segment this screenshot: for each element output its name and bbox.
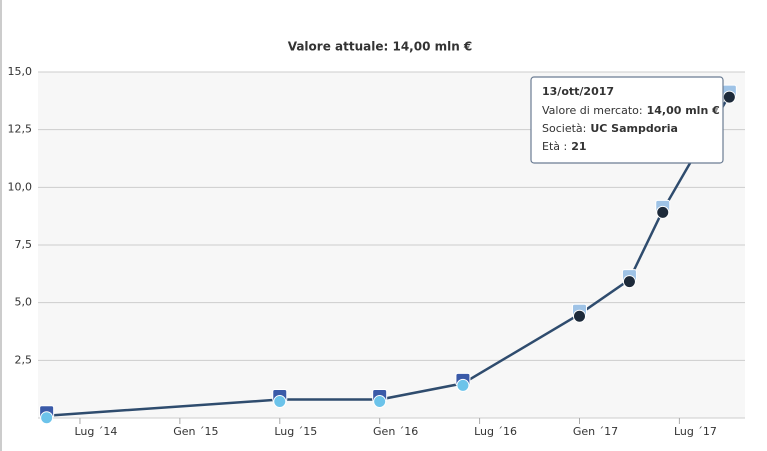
club-marker bbox=[571, 303, 587, 323]
club-marker bbox=[655, 199, 671, 219]
marker-ball bbox=[40, 411, 54, 425]
tooltip-label: Società: bbox=[542, 122, 586, 135]
tooltip-row: Società: UC Sampdoria bbox=[542, 122, 678, 135]
marker-ball bbox=[622, 275, 636, 289]
chart-title: Valore attuale: 14,00 mln € bbox=[288, 40, 473, 54]
y-tick-label: 10,0 bbox=[8, 180, 33, 193]
x-tick-label: Gen ´15 bbox=[173, 425, 218, 438]
tooltip-value: 21 bbox=[571, 140, 586, 153]
tooltip-box bbox=[530, 76, 724, 164]
tooltip-label: 13/ott/2017 bbox=[542, 85, 614, 98]
marker-ball bbox=[373, 395, 387, 409]
club-marker bbox=[272, 389, 288, 409]
marker-ball bbox=[722, 90, 736, 104]
tooltip-label: Valore di mercato: bbox=[542, 104, 643, 117]
tooltip: 13/ott/2017 Valore di mercato: 14,00 mln €… bbox=[530, 76, 724, 164]
y-tick-label: 2,5 bbox=[15, 353, 33, 366]
club-marker bbox=[39, 405, 55, 425]
tooltip-row: 13/ott/2017 bbox=[542, 85, 614, 98]
x-tick-label: Gen ´16 bbox=[373, 425, 418, 438]
marker-ball bbox=[656, 205, 670, 219]
y-tick-label: 7,5 bbox=[15, 238, 33, 251]
club-marker bbox=[621, 269, 637, 289]
tooltip-value: UC Sampdoria bbox=[590, 122, 678, 135]
club-marker bbox=[455, 372, 471, 392]
marker-ball bbox=[572, 309, 586, 323]
club-marker bbox=[721, 84, 737, 104]
x-tick-label: Lug ´14 bbox=[75, 425, 118, 438]
club-marker bbox=[372, 389, 388, 409]
tooltip-row: Età : 21 bbox=[542, 140, 587, 153]
marker-ball bbox=[273, 395, 287, 409]
marker-ball bbox=[456, 378, 470, 392]
x-tick-label: Lug ´17 bbox=[674, 425, 717, 438]
x-tick-label: Lug ´16 bbox=[474, 425, 517, 438]
line bbox=[46, 94, 731, 417]
x-tick-label: Lug ´15 bbox=[274, 425, 317, 438]
tooltip-label: Età : bbox=[542, 140, 567, 153]
y-tick-label: 12,5 bbox=[8, 123, 33, 136]
tooltip-value: 14,00 mln € bbox=[647, 104, 720, 117]
y-tick-label: 5,0 bbox=[15, 296, 33, 309]
x-tick-label: Gen ´17 bbox=[573, 425, 618, 438]
y-tick-label: 15,0 bbox=[8, 65, 33, 78]
tooltip-row: Valore di mercato: 14,00 mln € bbox=[542, 104, 720, 117]
